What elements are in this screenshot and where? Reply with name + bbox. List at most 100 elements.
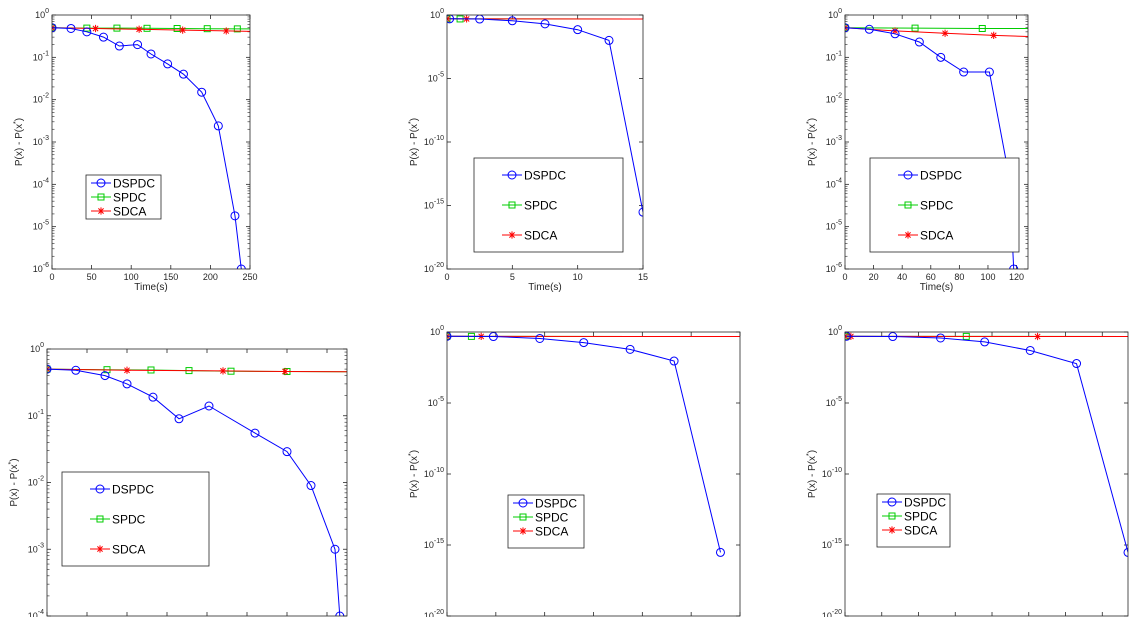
x-tick-label: 0 [49,272,54,282]
legend: DSPDC SPDC SDCA [62,472,209,566]
y-axis-label: P(x) - P(x*) [408,118,420,166]
legend-marker-sdca [97,207,104,214]
y-axis-label: P(x) - P(x*) [408,450,420,498]
y-tick-label: 10-5 [428,396,444,408]
legend: DSPDCSPDCSDCA [877,494,950,547]
data-point-sdca [223,27,230,34]
y-tick-label: 100 [430,325,444,337]
legend-label-spdc: SPDC [113,191,147,205]
y-tick-label: 10-1 [826,50,842,62]
data-point-sdca [123,367,130,374]
y-tick-label: 10-6 [826,262,842,274]
plot-area [447,332,740,616]
y-tick-label: 10-4 [33,177,49,189]
y-tick-label: 10-1 [33,50,49,62]
y-axis-label: P(x) - P(x*) [806,118,818,166]
chart-panel-2: 10-20 10-15 10-10 10-5 100 0 5 10 15 Time(s) P(x) … [408,8,648,293]
y-tick-label: 100 [430,8,444,20]
data-point-sdca [136,26,143,33]
legend-label-dspdc: DSPDC [920,169,962,183]
y-tick-label: 100 [30,342,44,354]
legend: DSPDCSPDCSDCA [508,495,584,548]
x-tick-label: 100 [124,272,139,282]
x-tick-label: 5 [510,272,515,282]
y-tick-label: 100 [828,8,842,20]
y-tick-label: 10-5 [428,72,444,84]
data-point-sdca [219,367,226,374]
y-tick-label: 10-15 [424,199,444,211]
y-tick-label: 10-20 [424,262,444,274]
x-tick-label: 120 [1009,272,1024,282]
x-tick-label: 50 [87,272,97,282]
y-tick-label: 10-10 [822,467,842,479]
y-tick-label: 10-3 [28,542,44,554]
y-tick-label: 10-15 [424,538,444,550]
legend-marker-sdca [904,231,911,238]
y-tick-label: 10-15 [822,538,842,550]
legend-label-spdc: SPDC [904,510,938,524]
x-tick-label: 0 [444,272,449,282]
y-axis-label: P(x) - P(x*) [806,450,818,498]
x-axis-label: Time(s) [920,282,954,293]
legend-label-sdca: SDCA [535,525,568,539]
y-tick-label: 10-4 [28,609,44,617]
data-point-sdca [990,32,997,39]
data-point-sdca [281,368,288,375]
legend-label-dspdc: DSPDC [904,496,946,510]
x-tick-label: 40 [897,272,907,282]
y-tick-label: 10-6 [33,262,49,274]
legend-label-spdc: SPDC [112,513,146,527]
y-tick-label: 10-20 [424,609,444,617]
y-tick-label: 10-3 [826,135,842,147]
x-tick-label: 150 [163,272,178,282]
chart-panel-5: 10-2010-1510-1010-51000102030405060Time(… [408,325,745,617]
x-tick-label: 10 [573,272,583,282]
y-tick-label: 10-2 [826,93,842,105]
y-axis-label: P(x) - P(x*) [8,458,20,506]
x-tick-label: 20 [869,272,879,282]
x-tick-label: 15 [638,272,648,282]
y-tick-label: 10-5 [826,220,842,232]
y-tick-label: 10-3 [33,135,49,147]
legend-label-sdca: SDCA [920,229,953,243]
chart-panel-6: 10-2010-1510-1010-5100050100150200250300… [806,325,1132,617]
data-point-sdca [179,26,186,33]
legend-label-spdc: SPDC [920,199,954,213]
legend-marker-sdca [96,545,103,552]
legend-marker-sdca [888,526,895,533]
x-tick-label: 0 [842,272,847,282]
legend: DSPDC SPDC SDCA [870,158,1019,252]
x-axis-label: Time(s) [528,282,562,293]
legend-label-dspdc: DSPDC [535,497,577,511]
x-tick-label: 250 [242,272,257,282]
y-tick-label: 10-2 [28,476,44,488]
y-tick-label: 10-2 [33,93,49,105]
legend-label-dspdc: DSPDC [112,483,154,497]
data-point-sdca [1034,333,1041,340]
x-tick-label: 80 [954,272,964,282]
data-point-sdca [92,25,99,32]
y-tick-label: 10-20 [822,609,842,617]
data-point-sdca [941,30,948,37]
x-tick-label: 200 [203,272,218,282]
y-tick-label: 10-5 [826,396,842,408]
legend-label-dspdc: DSPDC [524,169,566,183]
legend-label-spdc: SPDC [535,511,569,525]
chart-panel-3: 10-610-510-410-310-210-11000 20 40 60 80 100 1… [806,8,1028,293]
legend-marker-sdca [508,231,515,238]
plot-area [52,15,250,269]
y-tick-label: 10-10 [424,135,444,147]
plot-area [845,332,1128,616]
y-axis-label: P(x) - P(x*) [13,118,25,166]
chart-panel-1: 10-610-510-410-310-210-11000 50 100 150 200 2… [13,8,258,293]
legend-label-dspdc: DSPDC [113,177,155,191]
legend-marker-sdca [519,527,526,534]
x-tick-label: 100 [980,272,995,282]
legend-label-spdc: SPDC [524,199,558,213]
legend-label-sdca: SDCA [112,543,145,557]
y-tick-label: 100 [828,325,842,337]
y-tick-label: 10-4 [826,177,842,189]
